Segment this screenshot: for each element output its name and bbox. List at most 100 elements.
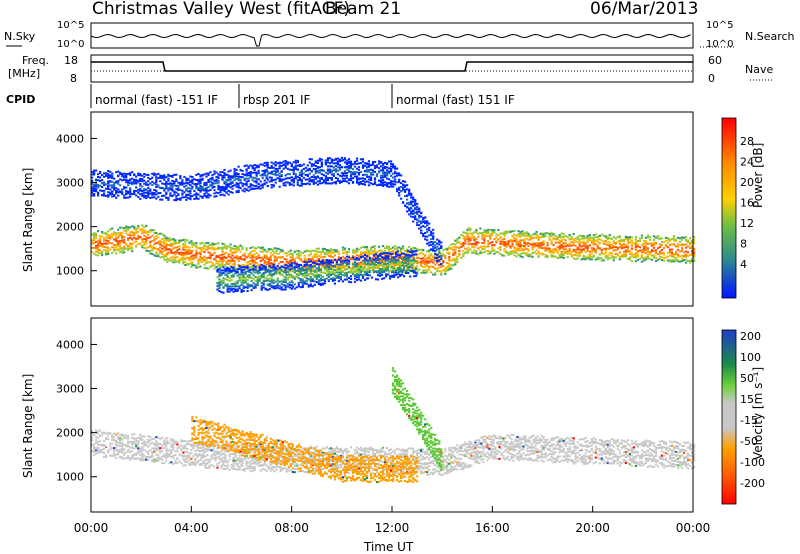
heatmap-cell [169,186,172,189]
heatmap-cell [438,239,441,242]
heatmap-cell [103,175,106,178]
heatmap-cell [305,268,308,271]
heatmap-cell [295,266,298,269]
heatmap-cell [309,264,312,266]
heatmap-cell [185,196,188,199]
heatmap-cell [227,183,230,186]
heatmap-cell [290,262,293,265]
heatmap-cell [320,158,323,161]
heatmap-cell [351,249,355,252]
heatmap-cell [275,247,278,250]
heatmap-cell [274,161,277,164]
heatmap-cell [221,248,224,251]
heatmap-cell [483,231,486,234]
heatmap-cell [203,194,206,197]
heatmap-cell [151,249,154,252]
heatmap-cell [313,255,316,258]
heatmap-cell [418,210,421,213]
heatmap-cell [99,171,102,173]
heatmap-cell [155,247,158,250]
heatmap-cell [397,272,400,275]
heatmap-cell [155,176,158,179]
heatmap-cell [219,265,222,268]
heatmap-cell [610,244,613,246]
heatmap-cell [668,260,672,263]
heatmap-cell [442,264,445,267]
heatmap-cell [272,269,275,272]
heatmap-cell [137,225,140,227]
heatmap-cell [333,249,336,252]
heatmap-cell [409,256,412,259]
heatmap-cell [574,250,577,253]
heatmap-cell [325,270,328,273]
heatmap-cell [568,248,571,251]
heatmap-cell [310,180,313,183]
heatmap-cell [261,163,264,166]
heatmap-cell [286,282,289,285]
heatmap-cell [374,257,378,260]
heatmap-cell [257,164,260,167]
heatmap-cell [268,272,271,275]
heatmap-cell [279,250,282,253]
heatmap-cell [650,258,654,261]
heatmap-cell [219,263,222,266]
heatmap-cell [97,179,100,182]
heatmap-cell [218,284,221,287]
heatmap-cell [241,176,244,179]
heatmap-cell [408,213,411,216]
heatmap-cell [672,239,676,242]
heatmap-cell [180,239,183,242]
heatmap-cell [103,181,106,184]
heatmap-cell [343,170,346,173]
heatmap-cell [367,249,371,252]
heatmap-cell [117,232,120,235]
heatmap-cell [384,247,387,250]
heatmap-cell [203,184,206,187]
heatmap-cell [654,242,658,244]
heatmap-cell [293,287,296,290]
heatmap-cell [93,187,96,190]
heatmap-cell [315,260,318,263]
heatmap-cell [598,247,601,250]
heatmap-cell [594,251,597,254]
heatmap-cell [672,256,676,258]
heatmap-cell [244,278,247,281]
heatmap-cell [432,248,435,251]
heatmap-cell [266,274,269,277]
heatmap-cell [97,244,100,247]
heatmap-cell [608,237,611,240]
heatmap-cell [258,265,261,268]
heatmap-cell [141,224,144,227]
heatmap-cell [681,250,684,253]
heatmap-cell [662,247,666,250]
heatmap-cell [268,284,271,287]
heatmap-cell [305,266,308,269]
heatmap-cell [311,277,314,280]
heatmap-cell [232,266,235,269]
heatmap-cell [249,263,252,265]
heatmap-cell [284,284,287,287]
heatmap-cell [260,267,263,270]
heatmap-cell [402,201,405,204]
heatmap-cell [315,269,318,272]
heatmap-cell [428,249,431,252]
heatmap-cell [165,244,168,247]
heatmap-cell [127,192,130,195]
heatmap-cell [247,165,250,168]
heatmap-cell [235,168,238,171]
heatmap-cell [197,266,200,269]
heatmap-cell [341,159,344,161]
heatmap-cell [570,236,573,239]
heatmap-cell [242,266,245,268]
heatmap-cell [382,251,385,254]
heatmap-cell [227,245,230,248]
heatmap-cell [353,256,357,259]
heatmap-cell [406,251,409,254]
heatmap-cell [193,244,196,246]
heatmap-cell [345,263,348,266]
heatmap-cell [262,273,265,276]
heatmap-cell [227,174,230,177]
heatmap-cell [188,257,191,260]
heatmap-cell [272,279,275,282]
heatmap-cell [193,242,196,245]
